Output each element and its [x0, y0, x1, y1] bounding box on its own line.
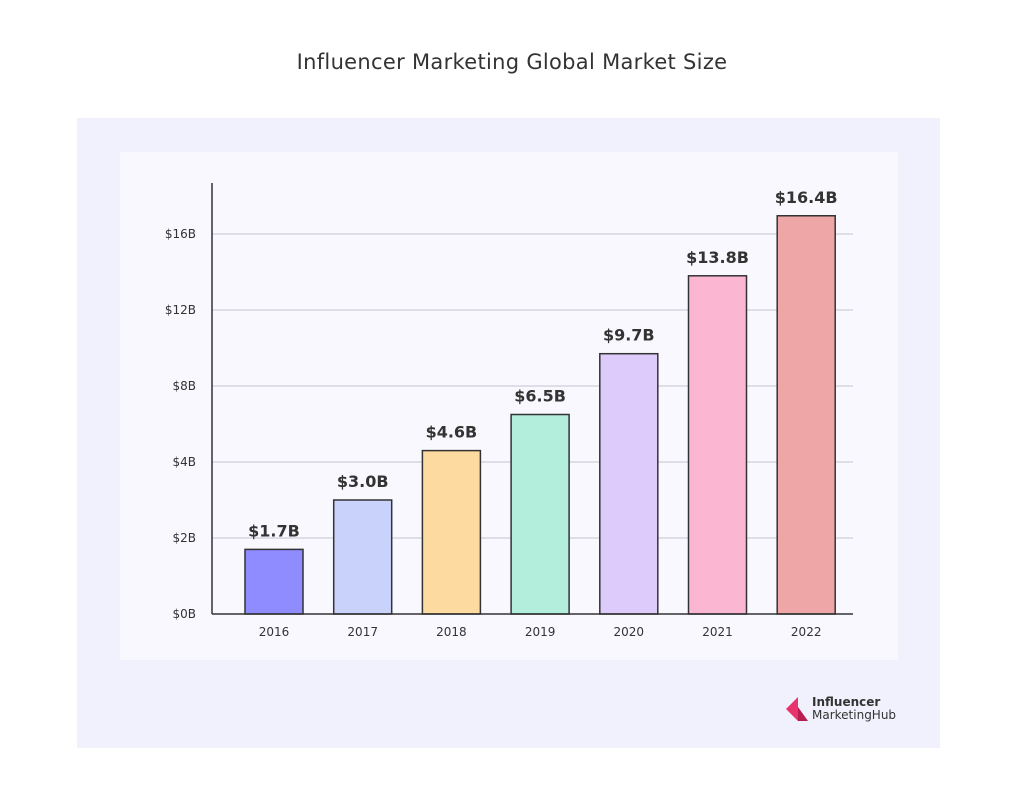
- data-label: $1.7B: [248, 521, 300, 540]
- data-label: $3.0B: [337, 472, 389, 491]
- x-tick-label: 2019: [525, 625, 556, 639]
- data-label: $16.4B: [775, 188, 838, 207]
- bar-2016: [244, 548, 304, 615]
- logo-line2: MarketingHub: [812, 708, 897, 722]
- data-label: $6.5B: [514, 387, 566, 406]
- bar-2018: [421, 449, 482, 615]
- x-tick-label: 2022: [791, 625, 822, 639]
- x-tick-label: 2020: [614, 625, 645, 639]
- data-label: $13.8B: [686, 248, 749, 267]
- bar-2020: [599, 352, 659, 615]
- bar-2022: [776, 215, 836, 615]
- y-tick-label: $8B: [172, 379, 196, 393]
- bar-2021: [687, 275, 748, 615]
- x-tick-label: 2021: [702, 625, 733, 639]
- y-tick-label: $0B: [172, 607, 196, 621]
- data-label: $4.6B: [426, 423, 478, 442]
- logo-line1: Influencer: [812, 695, 881, 709]
- x-tick-label: 2017: [347, 625, 378, 639]
- logo: Influencer MarketingHub: [786, 696, 896, 722]
- x-tick-label: 2016: [259, 625, 290, 639]
- chart-title: Influencer Marketing Global Market Size: [296, 50, 728, 74]
- y-tick-label: $16B: [165, 227, 196, 241]
- bar-2019: [510, 413, 570, 615]
- y-tick-label: $4B: [172, 455, 196, 469]
- logo-mark-icon: [786, 697, 808, 721]
- y-tick-label: $12B: [165, 303, 196, 317]
- data-label: $9.7B: [603, 326, 655, 345]
- bar-2017: [332, 499, 393, 615]
- x-tick-label: 2018: [436, 625, 467, 639]
- y-tick-label: $2B: [172, 531, 196, 545]
